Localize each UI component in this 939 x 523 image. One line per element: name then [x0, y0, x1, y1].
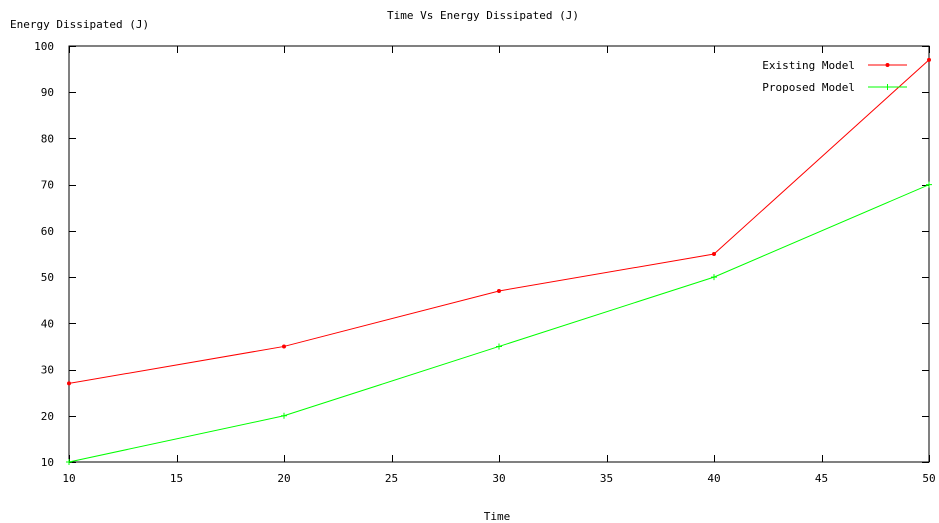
y-tick-label: 100: [34, 40, 54, 53]
y-tick-label: 20: [41, 410, 54, 423]
y-tick-label: 90: [41, 86, 54, 99]
plot-frame: [68, 45, 930, 463]
y-tick-label: 10: [41, 456, 54, 469]
data-point-existing-model: [927, 57, 931, 62]
x-axis-label: Time: [484, 510, 511, 523]
y-tick-label: 70: [41, 179, 54, 192]
data-point-existing-model: [712, 252, 716, 256]
legend: Existing Model Proposed Model: [762, 59, 907, 94]
legend-label-proposed-model: Proposed Model: [762, 81, 855, 94]
x-tick-label: 45: [815, 472, 828, 485]
x-tick-label: 10: [62, 472, 75, 485]
x-tick-label: 25: [385, 472, 398, 485]
series-line-existing-model: [68, 59, 930, 384]
x-tick-label: 20: [277, 472, 290, 485]
chart-title: Time Vs Energy Dissipated (J): [387, 9, 579, 22]
x-tick-label: 35: [600, 472, 613, 485]
data-point-proposed-model: [281, 412, 287, 419]
y-tick-label: 60: [41, 225, 54, 238]
data-point-existing-model: [497, 288, 501, 293]
y-tick-label: 80: [41, 132, 54, 145]
data-point-existing-model: [282, 344, 286, 349]
data-point-proposed-model: [926, 181, 932, 188]
axis-ticks: 10 15 20 25 30 35 40 45 50 10 20 30 40 50 60 70 80 90 100: [34, 40, 936, 485]
y-tick-label: 40: [41, 317, 54, 330]
series-line-proposed-model: [68, 184, 930, 463]
y-tick-label: 50: [41, 271, 54, 284]
y-axis-label: Energy Dissipated (J): [10, 18, 149, 31]
x-tick-label: 50: [922, 472, 935, 485]
data-point-proposed-model: [711, 274, 717, 281]
series-layer: [66, 57, 932, 465]
y-tick-label: 30: [41, 364, 54, 377]
x-tick-label: 30: [492, 472, 505, 485]
x-tick-label: 15: [170, 472, 183, 485]
legend-marker-proposed-model: [884, 84, 891, 90]
plot-area: [68, 45, 930, 463]
x-tick-label: 40: [707, 472, 720, 485]
data-point-proposed-model: [496, 343, 502, 350]
legend-label-existing-model: Existing Model: [762, 59, 855, 72]
data-point-existing-model: [67, 381, 71, 386]
data-point-proposed-model: [66, 459, 72, 465]
legend-marker-existing-model: [885, 63, 890, 67]
